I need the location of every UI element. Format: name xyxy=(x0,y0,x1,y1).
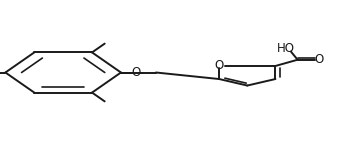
Text: O: O xyxy=(131,66,141,79)
Text: O: O xyxy=(214,59,224,72)
Text: HO: HO xyxy=(277,42,295,55)
Text: O: O xyxy=(315,53,324,66)
